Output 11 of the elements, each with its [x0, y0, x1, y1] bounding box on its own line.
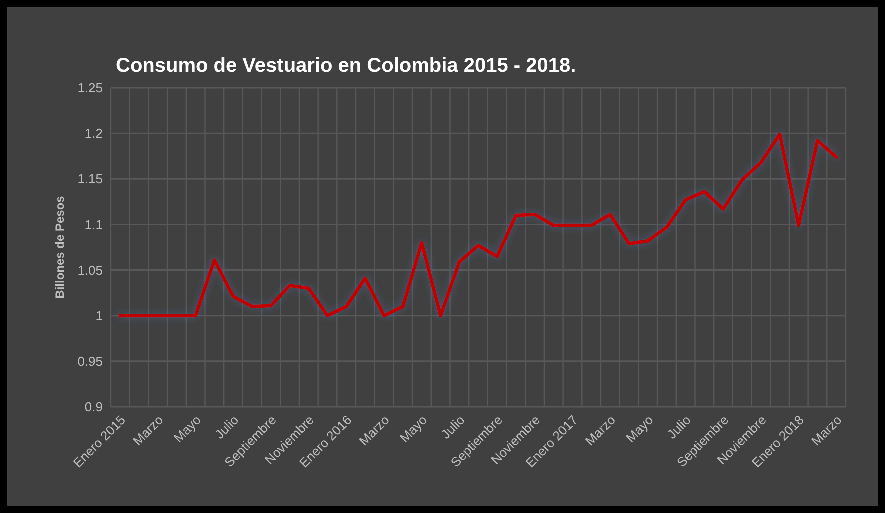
y-tick-label: 1.1	[84, 217, 103, 232]
y-tick-label: 0.9	[84, 400, 103, 415]
y-axis-title: Billones de Pesos	[53, 196, 67, 299]
y-tick-label: 1.05	[78, 262, 103, 278]
y-tick-label: 1.25	[78, 80, 103, 96]
line-series	[118, 132, 838, 318]
y-tick-label: 1	[96, 308, 103, 324]
y-tick-label: 0.95	[78, 354, 103, 369]
y-tick-label: 1.15	[78, 172, 103, 187]
chart-title: Consumo de Vestuario en Colombia 2015 - 2018.	[116, 55, 576, 77]
y-tick-label: 1.2	[84, 126, 103, 142]
